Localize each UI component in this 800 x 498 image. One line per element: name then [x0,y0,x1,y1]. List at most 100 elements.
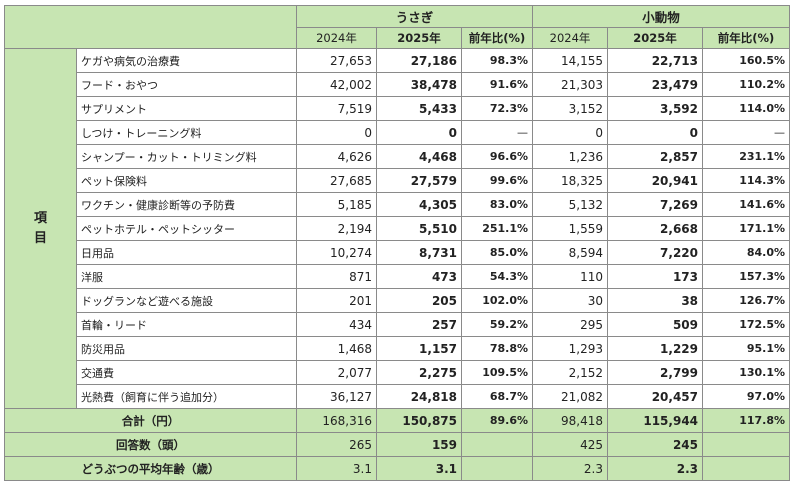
item-side-label-char: 項 [33,210,47,226]
summary-row: 合計（円） 168,316 150,875 89.6% 98,418 115,944 117… [4,408,791,433]
rabbit-2025-cell: 257 [376,312,462,337]
col-header-rabbit-2025: 2025年 [376,27,462,49]
small-2025-cell: 20,941 [607,168,704,193]
rabbit-ratio-cell: 83.0% [460,192,534,217]
item-side-label: 項目 [4,48,77,409]
rabbit-ratio-cell: 102.0% [460,288,534,313]
small-2024-cell: 14,155 [532,48,609,73]
row-label: ペット保険料 [76,168,297,193]
header-blank-cell [4,5,297,49]
summary-rabbit-ratio [460,432,534,457]
small-2024-cell: 0 [532,120,609,145]
rabbit-ratio-cell: 251.1% [460,216,534,241]
small-2025-cell: 1,229 [607,336,704,361]
small-2024-cell: 8,594 [532,240,609,265]
row-label: 洋服 [76,264,297,289]
summary-label: どうぶつの平均年齢（歳） [4,456,297,481]
rabbit-2025-cell: 0 [376,120,462,145]
rabbit-2025-cell: 1,157 [376,336,462,361]
summary-small-2024: 98,418 [532,408,609,433]
small-ratio-cell: 114.3% [702,168,791,193]
small-2024-cell: 1,236 [532,144,609,169]
rabbit-ratio-cell: 85.0% [460,240,534,265]
summary-row: どうぶつの平均年齢（歳） 3.1 3.1 2.3 2.3 [4,456,791,481]
rabbit-2024-cell: 0 [296,120,377,145]
small-2024-cell: 295 [532,312,609,337]
small-2025-cell: 7,220 [607,240,704,265]
col-header-small-2024: 2024年 [532,27,609,49]
small-2025-cell: 3,592 [607,96,704,121]
rabbit-2025-cell: 4,468 [376,144,462,169]
small-2025-cell: 7,269 [607,192,704,217]
row-label: サプリメント [76,96,297,121]
col-header-rabbit-ratio: 前年比(%) [460,27,534,49]
rabbit-2024-cell: 1,468 [296,336,377,361]
rabbit-2024-cell: 27,685 [296,168,377,193]
rabbit-2024-cell: 434 [296,312,377,337]
row-label: ワクチン・健康診断等の予防費 [76,192,297,217]
small-ratio-cell: 110.2% [702,72,791,97]
summary-rabbit-2024: 265 [296,432,377,457]
rabbit-ratio-cell: 72.3% [460,96,534,121]
rabbit-2024-cell: 4,626 [296,144,377,169]
summary-small-2025: 245 [607,432,704,457]
rabbit-2025-cell: 4,305 [376,192,462,217]
rabbit-2025-cell: 8,731 [376,240,462,265]
header-row-columns: 2024年 2025年 前年比(%) 2024年 2025年 前年比(%) [5,27,791,49]
rabbit-2024-cell: 7,519 [296,96,377,121]
small-2024-cell: 30 [532,288,609,313]
rabbit-ratio-cell: 99.6% [460,168,534,193]
summary-small-2025: 2.3 [607,456,704,481]
rabbit-2025-cell: 27,579 [376,168,462,193]
summary-rabbit-2025: 3.1 [376,456,462,481]
small-2024-cell: 21,303 [532,72,609,97]
summary-small-2025: 115,944 [607,408,704,433]
rabbit-ratio-cell: 109.5% [460,360,534,385]
table-row: 項目ケガや病気の治療費 27,653 27,186 98.3% 14,155 22,713… [4,48,791,409]
row-label: 光熱費（飼育に伴う追加分） [76,384,297,409]
row-label: 交通費 [76,360,297,385]
rabbit-ratio-cell: 59.2% [460,312,534,337]
summary-rabbit-2024: 168,316 [296,408,377,433]
summary-label: 回答数（頭） [4,432,297,457]
small-2025-cell: 0 [607,120,704,145]
small-2025-cell: 2,668 [607,216,704,241]
table-row: 日用品 10,274 8,731 85.0% 8,594 7,220 84.0% [5,240,791,265]
rabbit-2025-cell: 473 [376,264,462,289]
table-row: 洋服 871 473 54.3% 110 173 157.3% [5,264,791,289]
small-2024-cell: 3,152 [532,96,609,121]
row-label: 日用品 [76,240,297,265]
small-2025-cell: 20,457 [607,384,704,409]
table-row: しつけ・トレーニング料 0 0—0 0— [5,120,791,145]
rabbit-ratio-cell: 96.6% [460,144,534,169]
rabbit-2024-cell: 36,127 [296,384,377,409]
small-2024-cell: 2,152 [532,360,609,385]
table-footer: 合計（円） 168,316 150,875 89.6% 98,418 115,944 117… [4,408,791,481]
summary-small-2024: 425 [532,432,609,457]
small-2025-cell: 2,799 [607,360,704,385]
table-row: 光熱費（飼育に伴う追加分） 36,127 24,818 68.7% 21,082 20,4… [5,384,791,409]
rabbit-2025-cell: 27,186 [376,48,462,73]
rabbit-2025-cell: 205 [376,288,462,313]
small-ratio-cell: 231.1% [702,144,791,169]
row-label: ペットホテル・ペットシッター [76,216,297,241]
table-row: ワクチン・健康診断等の予防費 5,185 4,305 83.0% 5,132 7,269 1… [5,192,791,217]
expense-table: うさぎ 小動物 2024年 2025年 前年比(%) 2024年 2025年 前… [4,5,791,481]
small-ratio-cell: 130.1% [702,360,791,385]
small-2025-cell: 2,857 [607,144,704,169]
small-ratio-cell: — [702,120,791,145]
rabbit-2024-cell: 42,002 [296,72,377,97]
table-body: 項目ケガや病気の治療費 27,653 27,186 98.3% 14,155 22,713… [4,48,791,409]
summary-rabbit-ratio: 89.6% [460,408,534,433]
small-2025-cell: 173 [607,264,704,289]
row-label: 首輪・リード [76,312,297,337]
rabbit-ratio-cell: 68.7% [460,384,534,409]
table-row: ペット保険料 27,685 27,579 99.6% 18,325 20,941 114.3… [5,168,791,193]
summary-rabbit-2025: 150,875 [376,408,462,433]
group-header-small-animals: 小動物 [532,5,791,28]
small-ratio-cell: 141.6% [702,192,791,217]
rabbit-2025-cell: 5,433 [376,96,462,121]
col-header-rabbit-2024: 2024年 [296,27,377,49]
rabbit-2025-cell: 24,818 [376,384,462,409]
row-label: 防災用品 [76,336,297,361]
